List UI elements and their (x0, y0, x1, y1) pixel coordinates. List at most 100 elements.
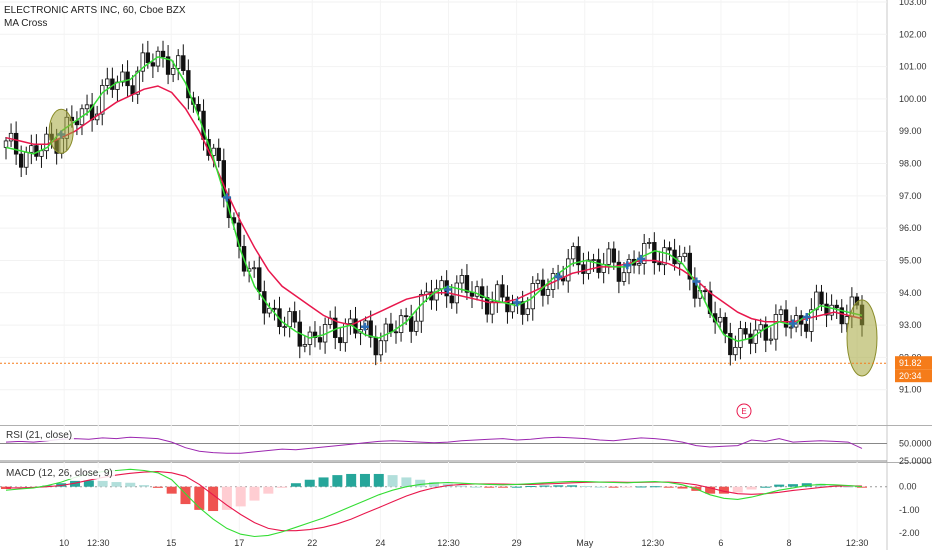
candle (317, 337, 323, 343)
candle (738, 328, 743, 348)
candle (282, 326, 287, 328)
macd-tick-label: -2.00 (899, 528, 920, 538)
macd-histogram-bar (83, 480, 94, 487)
candle (170, 68, 176, 75)
candle (312, 331, 318, 338)
candle (165, 56, 171, 75)
candle (105, 78, 110, 86)
macd-histogram-bar (760, 486, 771, 488)
candle (373, 336, 378, 356)
macd-histogram-bar (42, 485, 53, 487)
candle (8, 132, 14, 142)
macd-histogram-bar (484, 486, 495, 488)
candle (490, 301, 495, 315)
y-tick-label: 93.00 (899, 320, 922, 330)
candle (196, 103, 201, 112)
candle (723, 316, 728, 334)
candle (287, 311, 292, 327)
candle (44, 133, 49, 152)
macd-histogram-bar (649, 486, 660, 488)
x-tick-label: 12:30 (87, 538, 110, 548)
macd-histogram-bar (567, 485, 578, 487)
macd-histogram-bar (401, 477, 412, 487)
macd-histogram-bar (180, 486, 191, 505)
macd-histogram-bar (111, 482, 122, 487)
candle (388, 323, 394, 333)
x-tick-label: May (576, 538, 594, 548)
candle (824, 303, 829, 316)
candle (571, 246, 576, 260)
macd-histogram-bar (125, 482, 136, 487)
chart-title[interactable]: ELECTRONIC ARTS INC, 60, Cboe BZX (4, 5, 186, 16)
rsi-line (5, 436, 863, 454)
macd-tick-label: 0.00 (899, 482, 917, 492)
candle (100, 85, 105, 115)
macd-histogram-bar (498, 486, 509, 488)
candle (272, 307, 277, 310)
candle (657, 262, 662, 266)
macd-histogram-bar (774, 484, 785, 487)
macd-histogram-bar (636, 486, 647, 488)
candle (525, 308, 530, 315)
macd-histogram-bar (373, 473, 384, 487)
candle (778, 309, 784, 315)
macd-histogram-bar (221, 486, 232, 510)
macd-histogram-bar (263, 486, 274, 494)
candle (125, 71, 130, 87)
candle (702, 290, 708, 293)
macd-histogram-bar (97, 480, 108, 487)
y-tick-label: 95.00 (899, 255, 922, 265)
candle (662, 247, 667, 266)
x-tick-label: 15 (166, 538, 176, 548)
candle (520, 301, 525, 315)
x-tick-label: 22 (307, 538, 317, 548)
macd-histogram-bar (580, 486, 591, 488)
macd-histogram-bar (525, 486, 536, 488)
macd-histogram-bar (746, 486, 757, 490)
macd-histogram-bar (857, 486, 867, 488)
ma-cross-marker (554, 272, 563, 281)
macd-histogram-bar (235, 486, 246, 507)
indicator-label[interactable]: MA Cross (4, 18, 48, 29)
macd-histogram-bar (608, 486, 619, 488)
y-tick-label: 100.00 (899, 94, 927, 104)
x-tick-label: 29 (512, 538, 522, 548)
candle (717, 316, 723, 323)
macd-tick-label: -1.00 (899, 505, 920, 515)
candle (707, 290, 713, 315)
candle (809, 309, 814, 332)
macd-histogram-bar (718, 486, 729, 494)
candle (18, 153, 24, 168)
macd-histogram-bar (304, 479, 315, 487)
candle (611, 248, 617, 263)
candle (145, 52, 151, 64)
candle (140, 52, 145, 72)
macd-signal-line (6, 471, 863, 532)
candle (393, 331, 399, 334)
last-price-badge (895, 356, 932, 370)
candle (449, 295, 454, 304)
macd-histogram-bar (249, 486, 260, 501)
candle (728, 332, 733, 356)
earnings-marker (736, 403, 752, 419)
macd-label[interactable]: MACD (12, 26, close, 9) (4, 468, 115, 479)
macd-histogram-bar (456, 485, 467, 487)
rsi-tick-label: 50.0000 (899, 439, 932, 449)
candle (591, 259, 596, 262)
ma-cross-marker (692, 277, 701, 286)
candle (687, 252, 692, 280)
macd-histogram-bar (705, 486, 716, 494)
candle (150, 62, 156, 67)
candle (642, 243, 647, 264)
ma-cross-marker (360, 322, 369, 331)
candle (414, 320, 419, 332)
candle (216, 147, 221, 161)
candle (804, 323, 809, 332)
y-tick-label: 98.00 (899, 159, 922, 169)
earnings-label: E (741, 407, 746, 416)
macd-histogram-bar (815, 483, 826, 487)
rsi-label[interactable]: RSI (21, close) (4, 430, 75, 441)
candle (814, 291, 819, 311)
